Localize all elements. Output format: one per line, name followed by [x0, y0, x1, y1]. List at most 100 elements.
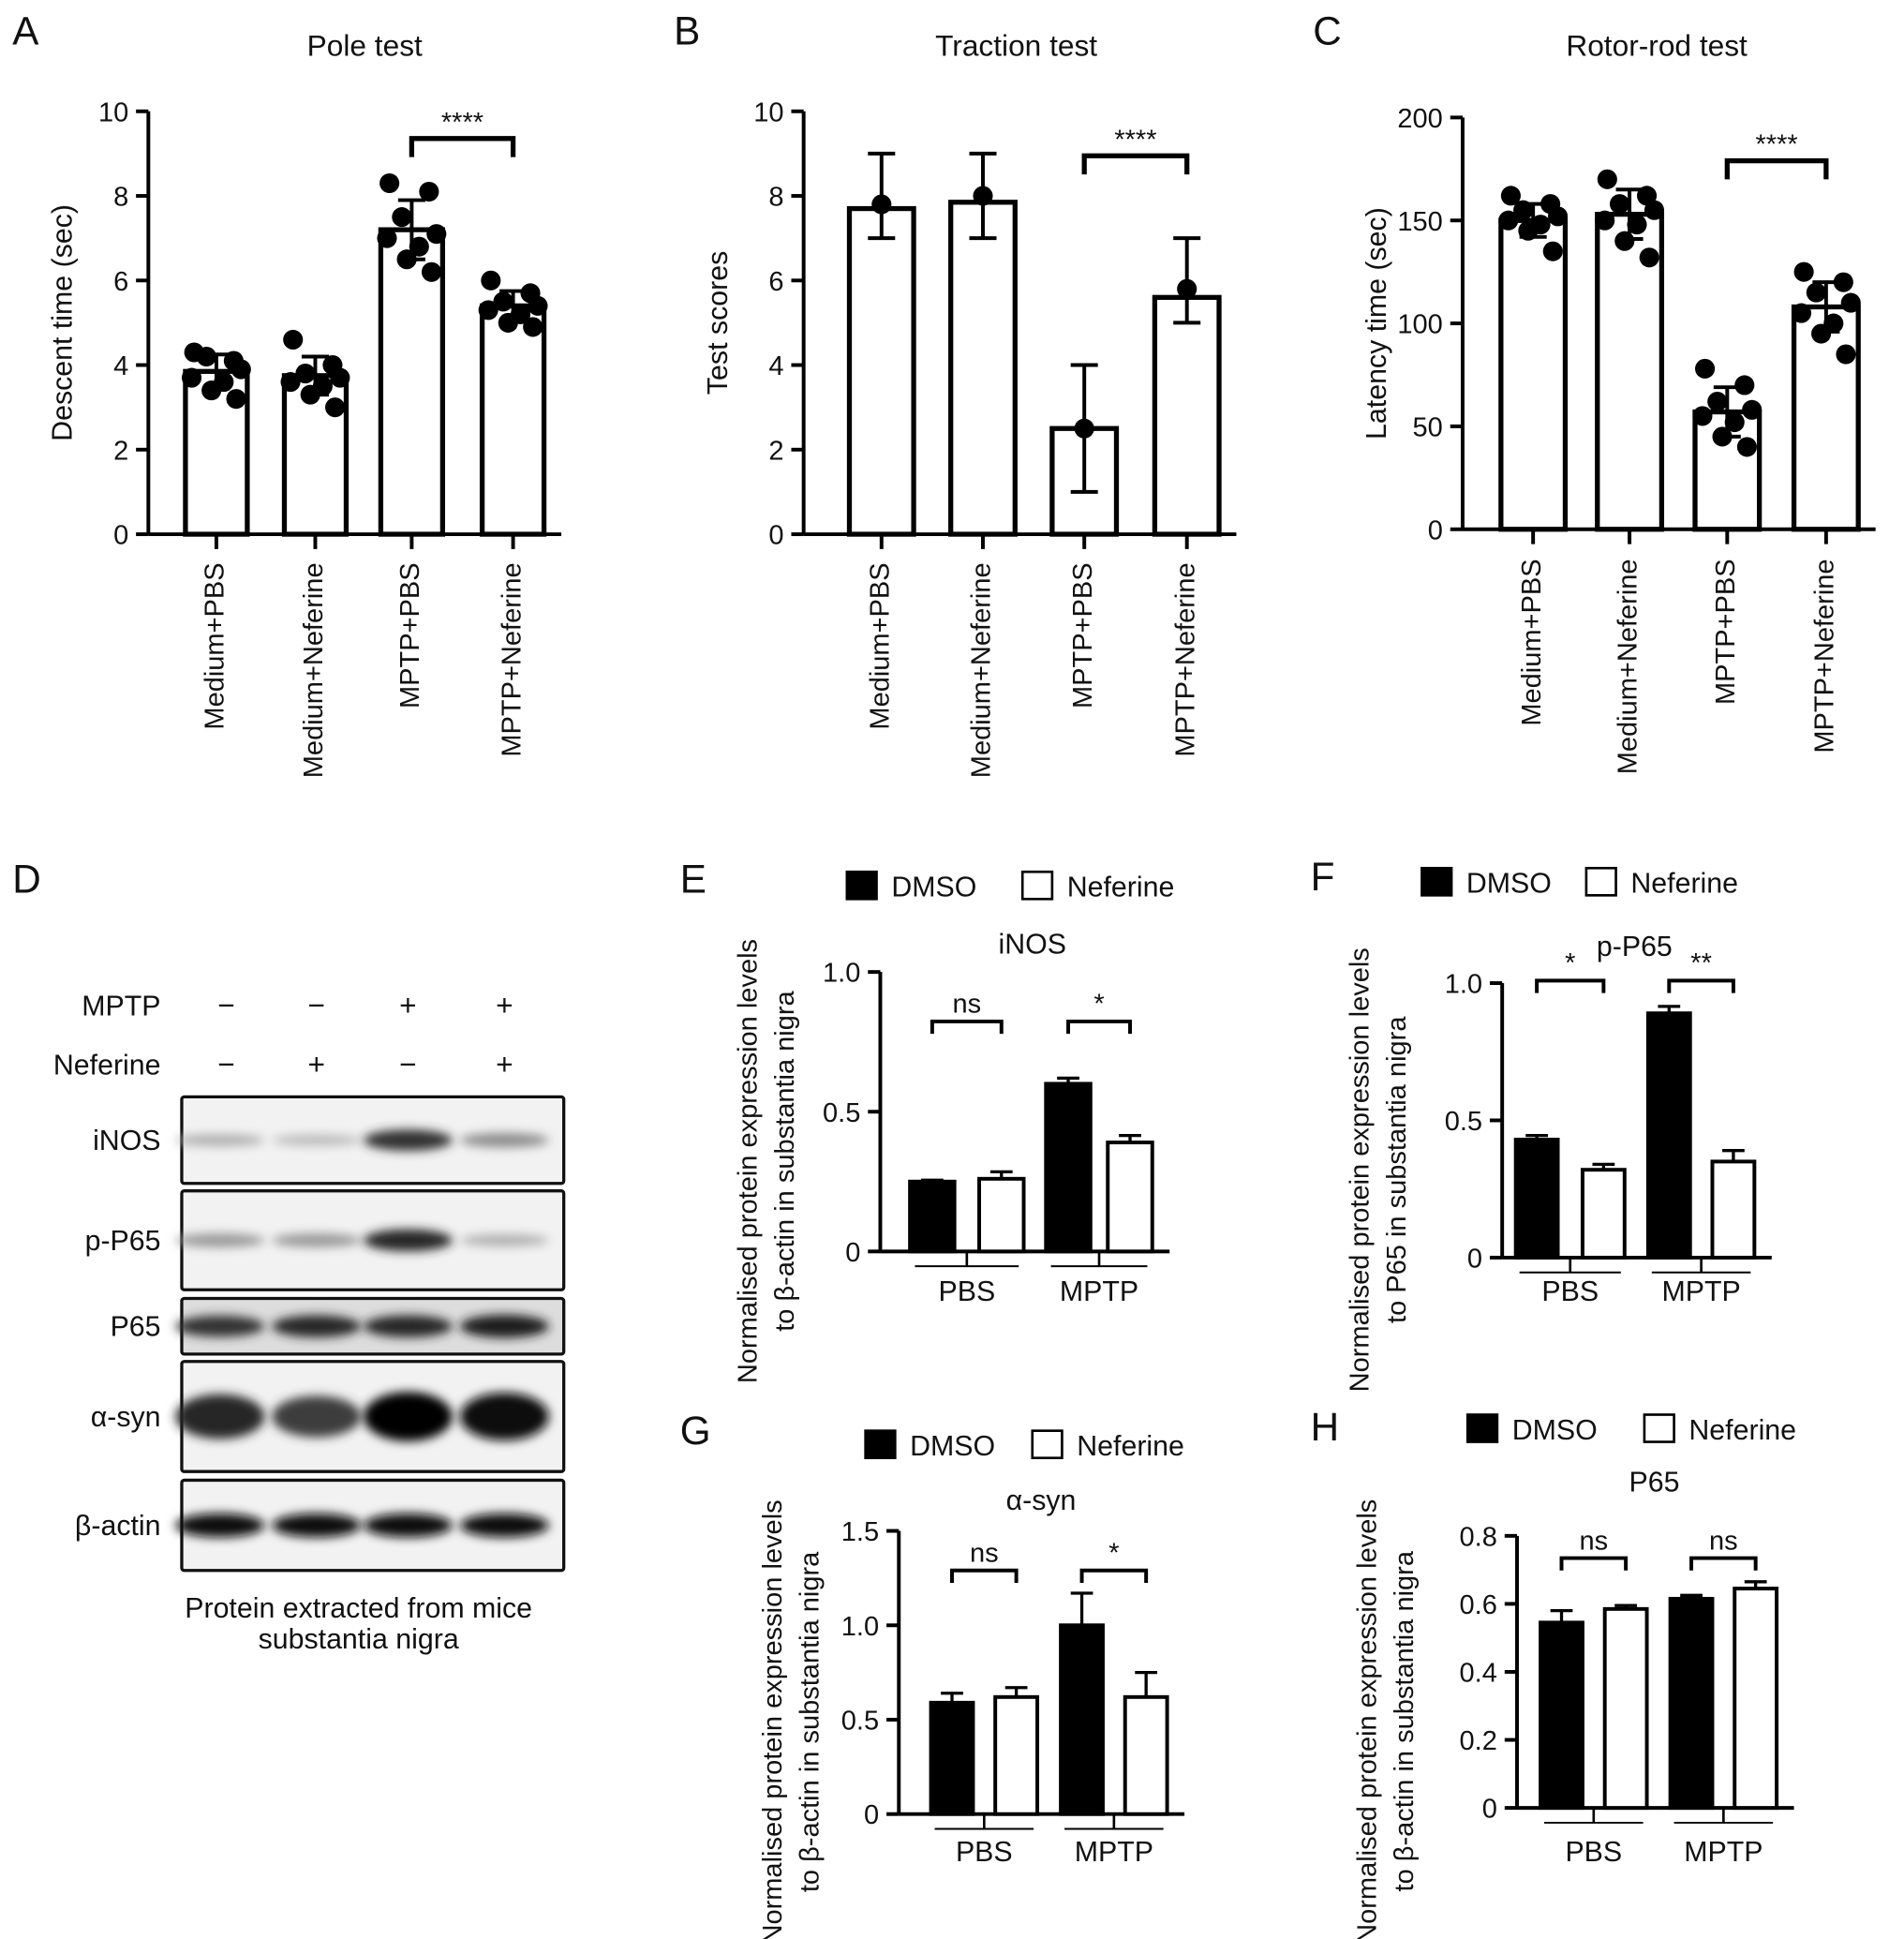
legend-swatch-neferine	[1031, 1429, 1064, 1460]
x-tick-label: Medium+PBS	[1517, 559, 1547, 725]
blot-band	[175, 1315, 265, 1337]
blot-band	[272, 1513, 362, 1538]
panel-F: Fp-P65 0 0.5 1.0 Normalised protein expressi…	[1311, 855, 1772, 1392]
chart-title: p-P65	[1597, 932, 1673, 962]
bar-dmso	[1059, 1623, 1105, 1816]
y-tick-label: 0	[1482, 1795, 1497, 1825]
blot-band	[175, 1134, 265, 1146]
blot-caption: substantia nigra	[259, 1624, 459, 1655]
x-tick-label: Medium+Neferine	[299, 562, 329, 778]
data-point	[1836, 344, 1856, 365]
y-tick-label: 1.5	[841, 1517, 879, 1547]
y-tick-label: 0.5	[1445, 1107, 1482, 1137]
condition-sign: −	[308, 988, 326, 1022]
data-point	[1609, 194, 1630, 215]
significance-bracket	[1559, 1556, 1629, 1571]
data-point	[201, 380, 222, 401]
condition-sign: +	[496, 988, 513, 1022]
bar-neferine	[1580, 1168, 1627, 1260]
condition-sign: −	[217, 1048, 235, 1081]
y-tick-label: 0.8	[1460, 1522, 1497, 1552]
y-tick-label: 8	[768, 183, 783, 213]
y-tick-label: 200	[1397, 104, 1442, 134]
significance-label: ****	[441, 108, 483, 138]
data-point	[1736, 437, 1757, 457]
data-point	[1518, 220, 1539, 241]
panel-letter: H	[1311, 1405, 1340, 1449]
blot-band	[363, 1513, 453, 1538]
data-point	[1811, 323, 1832, 344]
significance-label: ns	[953, 990, 982, 1020]
x-tick-label: Medium+PBS	[865, 562, 895, 729]
blot-row-label: iNOS	[93, 1126, 160, 1156]
data-point	[426, 224, 447, 245]
data-point	[478, 300, 498, 321]
panel-letter: B	[674, 9, 700, 53]
panel-D: D MPTP − − + + Neferine − + − + iNOS p-P65 P65 α-syn β-…	[12, 858, 566, 1655]
data-point	[1639, 247, 1659, 268]
y-axis-label: to P65 in substantia nigra	[1382, 1016, 1412, 1323]
blot-band	[459, 1132, 549, 1148]
data-point	[498, 312, 518, 333]
data-point	[871, 194, 892, 215]
bar	[948, 200, 1018, 537]
group-label: MPTP	[1684, 1837, 1763, 1868]
significance-bracket	[1081, 153, 1190, 175]
y-tick-label: 10	[753, 97, 783, 127]
x-tick-label: MPTP+Neferine	[1810, 559, 1840, 753]
bar-dmso	[1513, 1138, 1560, 1260]
panel-C: C Rotor-rod test 0 50 100 150 200 Latency time …	[1313, 9, 1876, 774]
y-tick-label: 0.5	[841, 1707, 879, 1737]
x-tick-label: Medium+PBS	[201, 562, 231, 729]
data-point	[1712, 426, 1733, 447]
panel-A: A Pole test 0 2 4 6 8 10 Descent time (sec) Mediu…	[12, 9, 562, 778]
data-point	[1513, 200, 1534, 220]
y-axis-label: Normalised protein expression levels	[1353, 1499, 1383, 1939]
bar-dmso	[908, 1179, 957, 1254]
condition-sign: −	[217, 988, 235, 1022]
data-point	[396, 249, 417, 270]
y-tick-label: 6	[768, 267, 783, 297]
panel-G: Gα-syn 0 0.5 1.0 1.5 Normalised protein expre…	[680, 1409, 1185, 1939]
data-point	[1614, 231, 1635, 251]
significance-bracket	[930, 1019, 1004, 1035]
group-label: PBS	[1565, 1837, 1622, 1868]
significance-bracket	[1066, 1019, 1132, 1035]
significance-label: ns	[1579, 1526, 1608, 1556]
legend-swatch-dmso	[1421, 866, 1453, 897]
data-point	[1542, 241, 1563, 261]
bar-dmso	[929, 1700, 975, 1816]
data-point	[196, 346, 216, 367]
legend-swatch-dmso	[845, 870, 878, 901]
data-point	[1595, 210, 1615, 231]
significance-label: **	[1690, 948, 1712, 978]
blot-row-label: p-P65	[85, 1226, 161, 1257]
group-label: MPTP	[1060, 1276, 1138, 1307]
blot-band	[363, 1229, 453, 1252]
y-tick-label: 1.0	[841, 1612, 879, 1642]
blot-band	[459, 1392, 549, 1441]
data-point	[300, 384, 320, 405]
data-point	[528, 295, 548, 316]
legend-label: DMSO	[910, 1431, 995, 1462]
y-tick-label: 50	[1413, 412, 1443, 442]
condition-label: MPTP	[82, 991, 160, 1022]
y-tick-label: 8	[113, 183, 128, 213]
y-tick-label: 10	[98, 97, 128, 127]
chart-title: Rotor-rod test	[1566, 28, 1748, 62]
data-point	[325, 397, 346, 418]
data-point	[1791, 303, 1812, 323]
chart-title: P65	[1629, 1467, 1679, 1498]
condition-sign: +	[496, 1048, 513, 1081]
bar-neferine	[1123, 1694, 1169, 1816]
group-label: PBS	[1541, 1276, 1599, 1307]
bar-dmso	[1645, 1011, 1692, 1260]
bar-neferine	[993, 1694, 1040, 1816]
y-tick-label: 2	[113, 436, 128, 466]
significance-label: *	[1108, 1539, 1119, 1569]
y-tick-label: 0	[845, 1238, 860, 1268]
y-tick-label: 6	[113, 267, 128, 297]
y-tick-label: 2	[768, 436, 783, 466]
data-point	[1644, 200, 1665, 220]
significance-bracket	[1667, 978, 1735, 993]
